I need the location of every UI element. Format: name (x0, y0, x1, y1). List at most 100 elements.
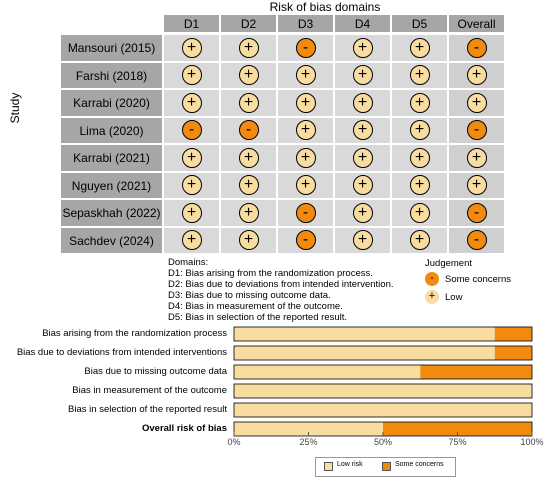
judgement-cell: + (163, 199, 220, 227)
judgement-cell: + (163, 171, 220, 199)
low-risk-marker: + (409, 92, 430, 113)
judgement-cell: + (163, 144, 220, 172)
column-header-d4: D4 (334, 14, 391, 33)
judgement-cell: + (220, 199, 277, 227)
column-header-d5: D5 (391, 14, 448, 33)
bar-segment-low-risk (234, 403, 532, 417)
bar-category-label: Bias arising from the randomization proc… (42, 328, 227, 339)
judgement-cell: + (334, 199, 391, 227)
x-tick-label: 25% (299, 437, 318, 447)
bar-legend-swatch (382, 462, 391, 471)
low-risk-marker: + (238, 92, 259, 113)
study-label: Sachdev (2024) (60, 226, 163, 254)
low-risk-marker: + (466, 65, 487, 86)
judgement-cell: + (334, 89, 391, 117)
low-risk-marker: + (466, 175, 487, 196)
some-concerns-marker: - (238, 120, 259, 141)
study-label: Karrabi (2020) (60, 89, 163, 117)
low-risk-marker: + (238, 202, 259, 223)
judgement-cell: - (277, 226, 334, 254)
judgement-cell: + (334, 34, 391, 62)
study-label: Lima (2020) (60, 116, 163, 144)
judgement-cell: - (448, 226, 505, 254)
some-concerns-marker: - (466, 120, 487, 141)
bar-segment-low-risk (234, 422, 383, 436)
bar-segment-low-risk (234, 346, 495, 360)
judgement-cell: + (220, 89, 277, 117)
low-risk-marker: + (409, 65, 430, 86)
judgement-cell: - (163, 116, 220, 144)
judgement-cell: + (334, 61, 391, 89)
bar-segment-low-risk (234, 365, 421, 379)
some-concerns-marker: - (466, 202, 487, 223)
low-risk-marker: + (352, 65, 373, 86)
column-header-d2: D2 (220, 14, 277, 33)
low-risk-marker: + (352, 230, 373, 251)
domain-description: D5: Bias in selection of the reported re… (168, 312, 348, 323)
judgement-cell: + (391, 61, 448, 89)
bar-segment-low-risk (234, 327, 495, 341)
judgement-cell: + (220, 226, 277, 254)
low-risk-marker: + (409, 175, 430, 196)
low-risk-marker: + (181, 175, 202, 196)
x-tick-label: 50% (373, 437, 392, 447)
study-label: Farshi (2018) (60, 61, 163, 89)
bar-legend-box: Low risk Some concerns (315, 457, 456, 477)
domain-description: D3: Bias due to missing outcome data. (168, 290, 331, 301)
domains-title: Risk of bias domains (269, 0, 381, 14)
bar-outline (233, 402, 533, 418)
low-risk-marker: + (181, 230, 202, 251)
judgement-cell: + (448, 171, 505, 199)
low-risk-marker: + (295, 92, 316, 113)
low-risk-marker: + (352, 37, 373, 58)
domain-description: D1: Bias arising from the randomization … (168, 268, 373, 279)
some-concerns-marker: - (466, 230, 487, 251)
low-risk-marker: + (295, 65, 316, 86)
low-risk-marker: + (409, 202, 430, 223)
judgement-cell: - (277, 199, 334, 227)
some-concerns-marker: - (181, 120, 202, 141)
low-risk-marker: + (238, 65, 259, 86)
judgement-cell: + (448, 144, 505, 172)
bar-category-label: Bias due to deviations from intended int… (16, 347, 227, 358)
low-risk-marker: + (409, 230, 430, 251)
judgement-cell: + (163, 89, 220, 117)
judgement-cell: + (334, 144, 391, 172)
bar-segment-some-concerns (494, 327, 532, 341)
bar-outline (233, 326, 533, 342)
judgement-legend-label: Some concerns (445, 274, 512, 285)
study-label: Karrabi (2021) (60, 144, 163, 172)
some-concerns-marker: - (295, 230, 316, 251)
low-risk-marker: + (181, 202, 202, 223)
column-header-overall: Overall (448, 14, 505, 33)
judgement-cell: + (391, 226, 448, 254)
bar-legend-swatch (324, 462, 333, 471)
domains-legend-title: Domains: (168, 257, 209, 268)
study-label: Nguyen (2021) (60, 171, 163, 199)
low-risk-marker: + (409, 120, 430, 141)
judgement-cell: + (334, 171, 391, 199)
judgement-cell: + (277, 89, 334, 117)
bar-segment-low-risk (234, 384, 532, 398)
low-risk-marker: + (181, 65, 202, 86)
low-risk-marker: + (238, 175, 259, 196)
bar-segment-some-concerns (420, 365, 532, 379)
judgement-cell: + (448, 61, 505, 89)
column-header-d3: D3 (277, 14, 334, 33)
x-tick-label: 100% (520, 437, 544, 447)
low-risk-marker: + (352, 147, 373, 168)
judgement-cell: + (391, 171, 448, 199)
judgement-cell: + (163, 61, 220, 89)
some-concerns-marker: - (295, 37, 316, 58)
bar-outline (233, 345, 533, 361)
low-risk-marker: + (409, 147, 430, 168)
bar-outline (233, 383, 533, 399)
low-risk-marker: + (181, 147, 202, 168)
domain-description: D4: Bias in measurement of the outcome. (168, 301, 343, 312)
judgement-cell: + (334, 116, 391, 144)
low-risk-marker: + (466, 147, 487, 168)
judgement-cell: + (220, 34, 277, 62)
bar-legend-label: Low risk (337, 461, 363, 468)
low-risk-marker: + (466, 92, 487, 113)
